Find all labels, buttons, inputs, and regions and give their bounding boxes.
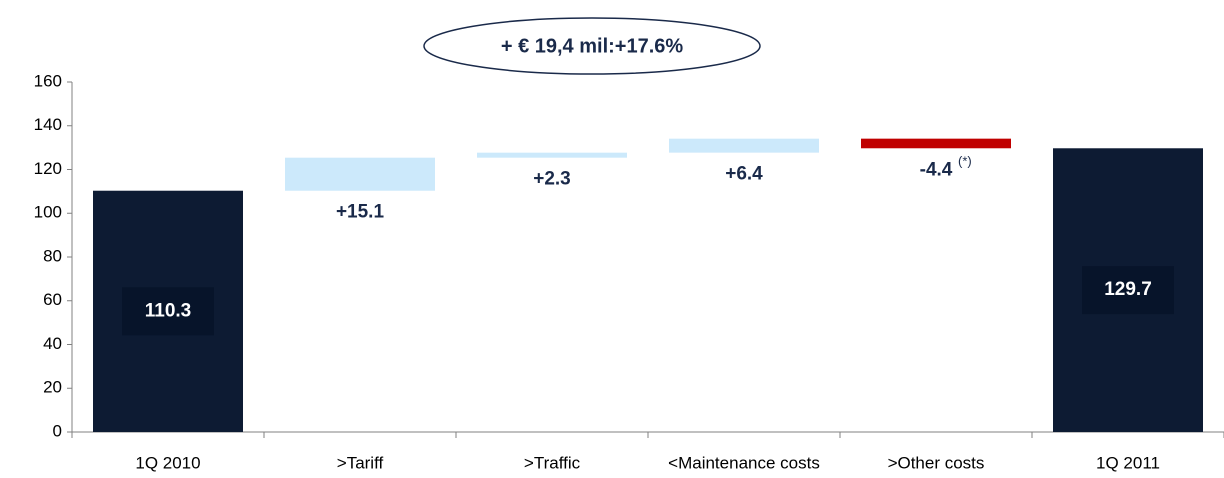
- y-tick-label: 40: [43, 334, 62, 353]
- value-label: +6.4: [725, 164, 763, 185]
- y-tick-label: 100: [34, 203, 62, 222]
- bar: [861, 138, 1011, 149]
- annotation-ellipse: [423, 17, 761, 75]
- y-tick-label: 60: [43, 290, 62, 309]
- y-tick-label: 140: [34, 115, 62, 134]
- bar: [285, 157, 435, 191]
- value-label: 129.7: [1104, 279, 1152, 300]
- x-tick-label: >Other costs: [888, 453, 985, 472]
- x-tick-label: 1Q 2010: [135, 453, 200, 472]
- footnote-mark: (*): [958, 154, 972, 169]
- bar: [477, 152, 627, 158]
- value-label-box: [1082, 266, 1174, 315]
- value-label-box: [122, 287, 214, 336]
- value-label: 110.3: [145, 300, 192, 321]
- y-tick-label: 0: [53, 421, 62, 440]
- y-tick-label: 120: [34, 159, 62, 178]
- x-tick-label: >Traffic: [524, 453, 581, 472]
- value-label: +2.3: [533, 169, 571, 190]
- y-tick-label: 160: [34, 71, 62, 90]
- value-label: +15.1: [336, 202, 385, 223]
- x-tick-label: 1Q 2011: [1096, 453, 1160, 472]
- y-tick-label: 80: [43, 246, 62, 265]
- value-label: -4.4: [920, 159, 953, 180]
- bar: [669, 138, 819, 153]
- x-tick-label: <Maintenance costs: [668, 453, 820, 472]
- y-tick-label: 20: [43, 378, 62, 397]
- x-tick-label: >Tariff: [337, 453, 384, 472]
- annotation: + € 19,4 mil:+17.6%: [501, 35, 684, 57]
